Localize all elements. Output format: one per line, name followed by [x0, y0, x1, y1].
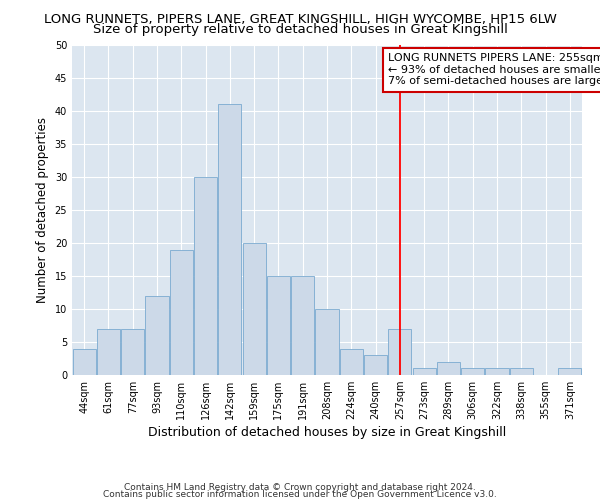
Bar: [291, 276, 314, 375]
Bar: [170, 250, 193, 375]
Bar: [218, 104, 241, 375]
Bar: [340, 348, 363, 375]
Bar: [316, 309, 338, 375]
Bar: [388, 329, 412, 375]
Bar: [73, 348, 95, 375]
Bar: [461, 368, 484, 375]
Text: Size of property relative to detached houses in Great Kingshill: Size of property relative to detached ho…: [92, 22, 508, 36]
Bar: [121, 329, 144, 375]
Y-axis label: Number of detached properties: Number of detached properties: [36, 117, 49, 303]
Bar: [485, 368, 509, 375]
Text: LONG RUNNETS, PIPERS LANE, GREAT KINGSHILL, HIGH WYCOMBE, HP15 6LW: LONG RUNNETS, PIPERS LANE, GREAT KINGSHI…: [44, 12, 556, 26]
Bar: [97, 329, 120, 375]
Bar: [145, 296, 169, 375]
Bar: [194, 177, 217, 375]
Bar: [437, 362, 460, 375]
Bar: [510, 368, 533, 375]
Bar: [413, 368, 436, 375]
Text: Contains HM Land Registry data © Crown copyright and database right 2024.: Contains HM Land Registry data © Crown c…: [124, 484, 476, 492]
X-axis label: Distribution of detached houses by size in Great Kingshill: Distribution of detached houses by size …: [148, 426, 506, 440]
Bar: [242, 243, 266, 375]
Bar: [559, 368, 581, 375]
Text: Contains public sector information licensed under the Open Government Licence v3: Contains public sector information licen…: [103, 490, 497, 499]
Text: LONG RUNNETS PIPERS LANE: 255sqm
← 93% of detached houses are smaller (186)
7% o: LONG RUNNETS PIPERS LANE: 255sqm ← 93% o…: [388, 53, 600, 86]
Bar: [364, 355, 387, 375]
Bar: [267, 276, 290, 375]
